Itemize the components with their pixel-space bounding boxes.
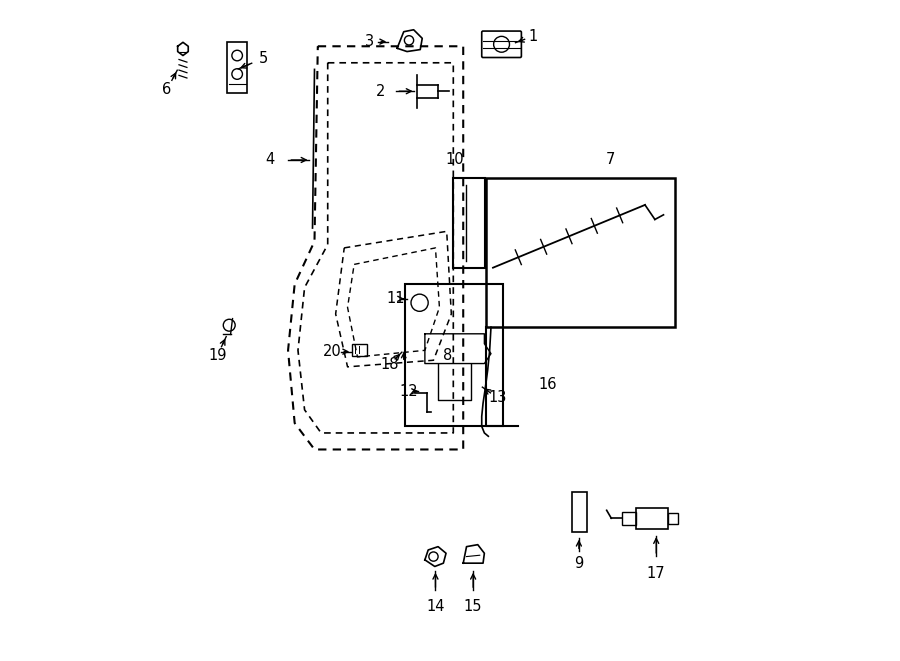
Text: 19: 19 [208, 348, 227, 363]
Text: 17: 17 [647, 566, 665, 581]
Text: 12: 12 [400, 384, 419, 399]
Text: 1: 1 [528, 29, 537, 44]
Bar [668, 513, 678, 524]
Text: 18: 18 [380, 358, 399, 372]
Bar [454, 178, 485, 268]
Text: 6: 6 [163, 82, 172, 97]
Text: 8: 8 [444, 348, 453, 363]
Text: 2: 2 [376, 84, 385, 98]
Bar [622, 512, 636, 525]
Text: 5: 5 [259, 51, 268, 65]
Text: 13: 13 [489, 391, 507, 405]
Text: 14: 14 [427, 600, 445, 614]
Text: 10: 10 [446, 153, 464, 167]
Bar [486, 178, 675, 327]
Text: 20: 20 [323, 344, 342, 359]
Text: 16: 16 [538, 377, 557, 392]
Text: 7: 7 [606, 153, 615, 167]
Bar [352, 344, 366, 356]
Bar [405, 284, 503, 426]
Text: 4: 4 [266, 153, 274, 167]
Bar [572, 492, 587, 532]
Bar [227, 42, 248, 93]
Text: 3: 3 [364, 34, 373, 49]
Text: 9: 9 [574, 556, 583, 570]
Text: 15: 15 [464, 600, 482, 614]
Bar [636, 508, 668, 529]
Text: 11: 11 [386, 292, 405, 306]
